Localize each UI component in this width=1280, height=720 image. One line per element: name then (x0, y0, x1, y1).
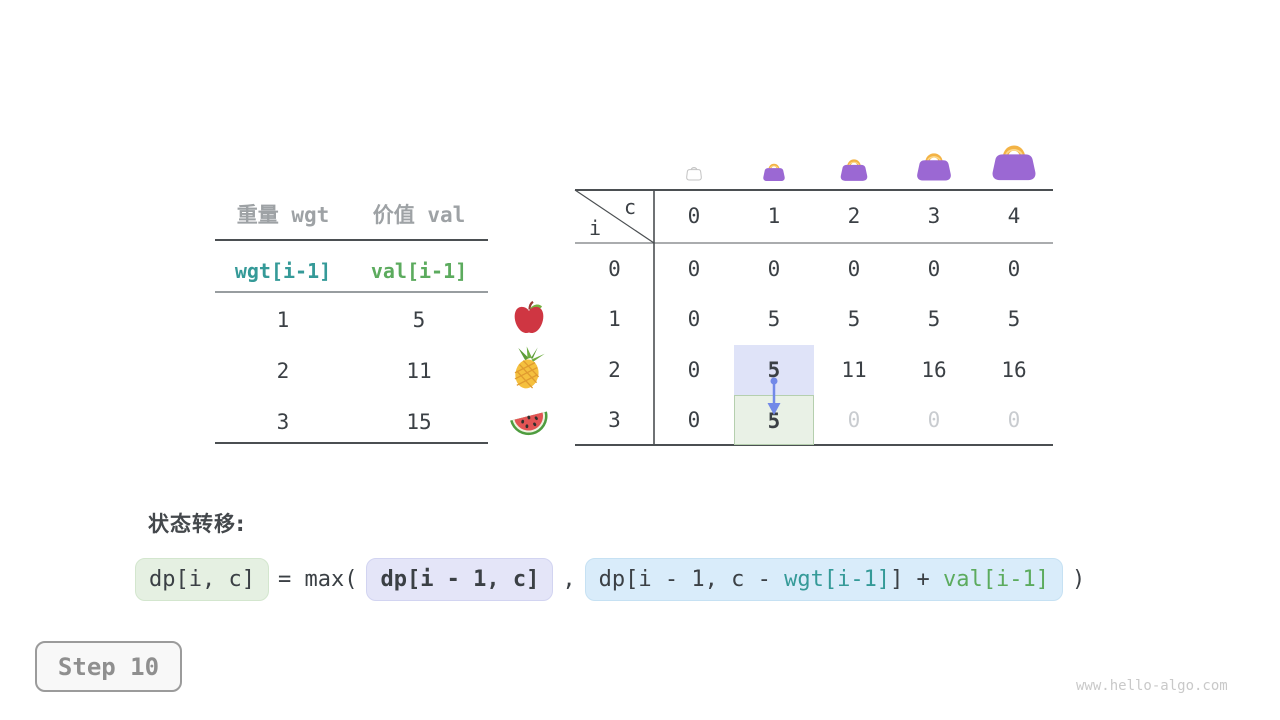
formula-arg2-pill: dp[i - 1, c - wgt[i-1]] + val[i-1] (584, 558, 1064, 601)
dp-row-header-1: 1 (608, 307, 621, 331)
dp-cell-3-3: 0 (927, 408, 941, 432)
formula-operator: = max( (277, 567, 358, 592)
dp-cell-1-1: 5 (767, 307, 781, 331)
dp-cell-3-0: 0 (687, 408, 701, 432)
items-table-subheader-wgt: wgt[i-1] (234, 259, 332, 283)
item-val-2: 11 (406, 359, 432, 383)
watermelon-icon (510, 411, 548, 436)
dp-cell-0-4: 0 (1007, 257, 1021, 281)
step-badge-label: Step 10 (57, 652, 160, 681)
watermark: www.hello-algo.com (1076, 678, 1228, 694)
state-transition-label: 状态转移: (148, 512, 246, 536)
bag-icon-xlarge (990, 140, 1038, 182)
dp-row-header-0: 0 (608, 257, 621, 281)
dp-cell-0-3: 0 (927, 257, 941, 281)
dp-col-header-0: 0 (687, 204, 701, 228)
items-table-top-rule (215, 239, 488, 241)
dp-cell-1-2: 5 (847, 307, 861, 331)
dp-col-header-1: 1 (767, 204, 781, 228)
apple-icon (514, 300, 544, 334)
dp-cell-0-2: 0 (847, 257, 861, 281)
formula-arg1-pill: dp[i - 1, c] (366, 558, 554, 601)
dp-table-grid-lines (574, 189, 1053, 446)
dp-cell-0-1: 0 (767, 257, 781, 281)
dp-col-header-4: 4 (1007, 204, 1021, 228)
item-wgt-3: 3 (276, 410, 290, 434)
pineapple-icon (514, 346, 545, 389)
bag-icon-large (915, 149, 953, 182)
corner-col-label: c (624, 195, 637, 219)
step-badge: Step 10 (35, 641, 182, 692)
item-wgt-1: 1 (276, 308, 290, 332)
formula-arg2-val-term: val[i-1] (943, 567, 1050, 592)
items-table-header-value: 价值 val (372, 203, 466, 227)
formula-arg2-wgt-term: wgt[i-1] (784, 567, 891, 592)
dp-cell-2-4: 16 (1001, 358, 1027, 382)
formula-close-paren: ) (1072, 567, 1086, 592)
dp-row-header-2: 2 (608, 358, 621, 382)
item-val-3: 15 (406, 410, 432, 434)
item-val-1: 5 (412, 308, 426, 332)
dp-row-header-3: 3 (608, 408, 621, 432)
formula-arg2-mid: ] + (890, 567, 944, 592)
state-transition-formula: dp[i, c] = max( dp[i - 1, c] , dp[i - 1,… (135, 558, 1085, 601)
item-wgt-2: 2 (276, 359, 290, 383)
dp-col-header-3: 3 (927, 204, 941, 228)
dp-cell-2-3: 16 (921, 358, 947, 382)
items-table-subheader-val: val[i-1] (370, 259, 468, 283)
transition-arrow-icon (767, 377, 781, 415)
dp-cell-3-4: 0 (1007, 408, 1021, 432)
formula-arg2-prefix: dp[i - 1, c - (598, 567, 785, 592)
items-table-mid-rule (215, 291, 488, 293)
corner-row-label: i (589, 216, 602, 240)
formula-lhs-pill: dp[i, c] (135, 558, 269, 601)
dp-cell-1-4: 5 (1007, 307, 1021, 331)
items-table-header-weight: 重量 wgt (236, 203, 330, 227)
items-table-bottom-rule (215, 442, 488, 444)
dp-cell-0-0: 0 (687, 257, 701, 281)
bag-icon-medium (839, 159, 869, 182)
bag-icon-small (762, 163, 786, 182)
dp-cell-1-0: 0 (687, 307, 701, 331)
formula-separator: , (562, 567, 576, 592)
ghost-bag-icon (686, 167, 702, 181)
dp-col-header-2: 2 (847, 204, 861, 228)
dp-cell-2-2: 11 (841, 358, 867, 382)
dp-cell-2-0: 0 (687, 358, 701, 382)
dp-cell-3-2: 0 (847, 408, 861, 432)
dp-cell-1-3: 5 (927, 307, 941, 331)
